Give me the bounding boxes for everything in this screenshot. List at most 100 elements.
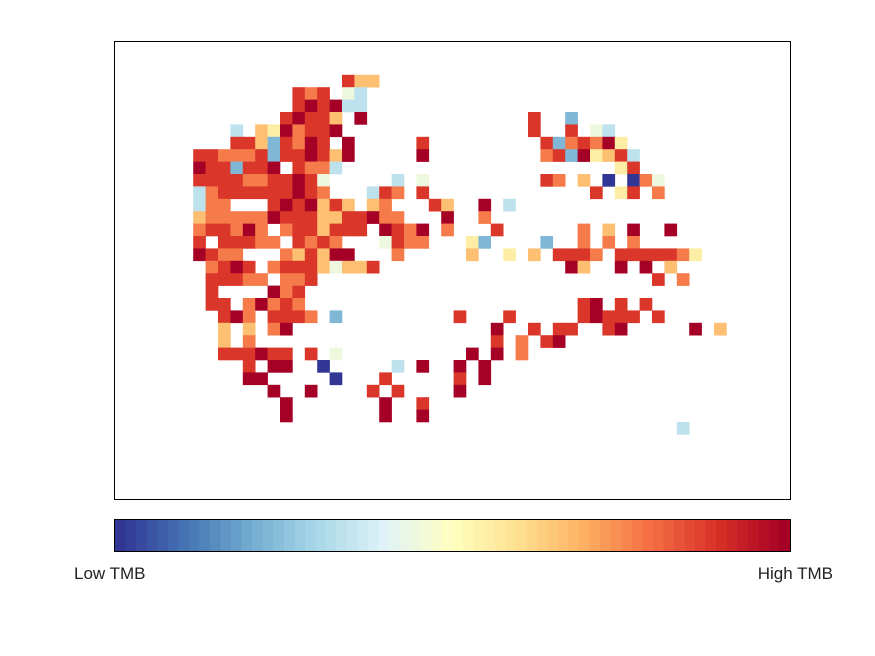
heatmap-cell — [466, 347, 479, 361]
heatmap-cell — [280, 248, 293, 262]
heatmap-cell — [614, 310, 628, 324]
heatmap-cell — [329, 236, 343, 249]
heatmap-cell — [317, 136, 330, 150]
heatmap-cell — [193, 236, 206, 249]
colorbar-segment — [125, 520, 137, 551]
colorbar-gradient — [115, 520, 790, 551]
colorbar-segment — [252, 520, 264, 551]
heatmap-cell — [503, 310, 516, 324]
heatmap-cell — [577, 310, 591, 324]
heatmap-cell — [478, 372, 492, 386]
heatmap-cell — [577, 149, 591, 162]
heatmap-cell — [627, 161, 640, 175]
heatmap-cell — [304, 161, 318, 175]
heatmap-cell — [614, 260, 628, 274]
heatmap-cell — [317, 236, 330, 249]
colorbar-segment — [368, 520, 380, 551]
heatmap-cell — [342, 198, 355, 212]
heatmap-cell — [379, 372, 392, 386]
heatmap-cell — [292, 198, 306, 212]
heatmap-cell — [528, 322, 541, 336]
heatmap-cell — [304, 136, 318, 150]
colorbar-segment — [410, 520, 422, 551]
colorbar-segment — [579, 520, 591, 551]
heatmap-cell — [304, 273, 318, 286]
heatmap-cell — [230, 211, 244, 224]
heatmap-cell — [304, 87, 318, 100]
heatmap-cell — [627, 310, 640, 324]
colorbar-segment — [347, 520, 359, 551]
heatmap-cell — [205, 186, 219, 200]
heatmap-cell — [366, 260, 380, 274]
heatmap-cell — [354, 99, 368, 113]
heatmap-cell — [354, 223, 368, 237]
heatmap-cell — [552, 136, 566, 150]
heatmap-cell — [515, 335, 529, 348]
heatmap-cell — [242, 149, 256, 162]
heatmap-cell — [565, 112, 578, 125]
heatmap-cell — [329, 223, 343, 237]
heatmap-cell — [304, 186, 318, 200]
heatmap-cell — [639, 174, 653, 187]
heatmap-cell — [503, 248, 516, 262]
colorbar-segment — [716, 520, 728, 551]
heatmap-cell — [354, 260, 368, 274]
heatmap-cell — [441, 211, 454, 224]
heatmap-cell — [292, 285, 306, 299]
heatmap-cell — [416, 360, 430, 373]
heatmap-cell — [590, 248, 603, 262]
heatmap-cell — [205, 298, 219, 311]
heatmap-cell — [664, 223, 678, 237]
heatmap-cell — [342, 87, 355, 100]
colorbar-segment — [610, 520, 622, 551]
heatmap-cell — [366, 186, 380, 200]
heatmap-cell — [280, 112, 293, 125]
heatmap-cell — [292, 149, 306, 162]
colorbar-segment — [663, 520, 675, 551]
heatmap-cell — [267, 236, 281, 249]
heatmap-cell — [590, 136, 603, 150]
heatmap-cell — [416, 186, 430, 200]
heatmap-cell — [218, 260, 231, 274]
heatmap-cell — [292, 236, 306, 249]
heatmap-cell — [267, 149, 281, 162]
heatmap-cell — [292, 124, 306, 138]
heatmap-cell — [230, 347, 244, 361]
heatmap-cell — [267, 198, 281, 212]
heatmap-cell — [676, 248, 690, 262]
heatmap-cell — [267, 298, 281, 311]
colorbar-segment — [695, 520, 707, 551]
heatmap-cell — [230, 136, 244, 150]
heatmap-cell — [317, 198, 330, 212]
heatmap-cell — [218, 211, 231, 224]
heatmap-cell — [627, 186, 640, 200]
heatmap-cell — [304, 248, 318, 262]
colorbar-segment — [463, 520, 475, 551]
heatmap-cell — [602, 310, 616, 324]
colorbar — [114, 519, 791, 552]
heatmap-cell — [317, 186, 330, 200]
heatmap-cell — [255, 211, 268, 224]
heatmap-cell — [342, 260, 355, 274]
heatmap-cell — [528, 112, 541, 125]
heatmap-cell — [416, 397, 430, 410]
heatmap-cell — [366, 74, 380, 88]
heatmap-cell — [342, 149, 355, 162]
heatmap-cell — [317, 248, 330, 262]
heatmap-cell — [205, 260, 219, 274]
heatmap-cell — [379, 223, 392, 237]
heatmap-cell — [218, 298, 231, 311]
colorbar-segment — [547, 520, 559, 551]
heatmap-cell — [292, 161, 306, 175]
heatmap-cell — [391, 248, 405, 262]
heatmap-cell — [391, 174, 405, 187]
heatmap-cell — [503, 198, 516, 212]
heatmap-cell — [280, 298, 293, 311]
heatmap-cell — [267, 384, 281, 398]
heatmap-cell — [614, 322, 628, 336]
heatmap-cell — [304, 112, 318, 125]
heatmap-cell — [565, 136, 578, 150]
heatmap-cell — [242, 174, 256, 187]
heatmap-cell — [317, 99, 330, 113]
heatmap-cell — [255, 347, 268, 361]
